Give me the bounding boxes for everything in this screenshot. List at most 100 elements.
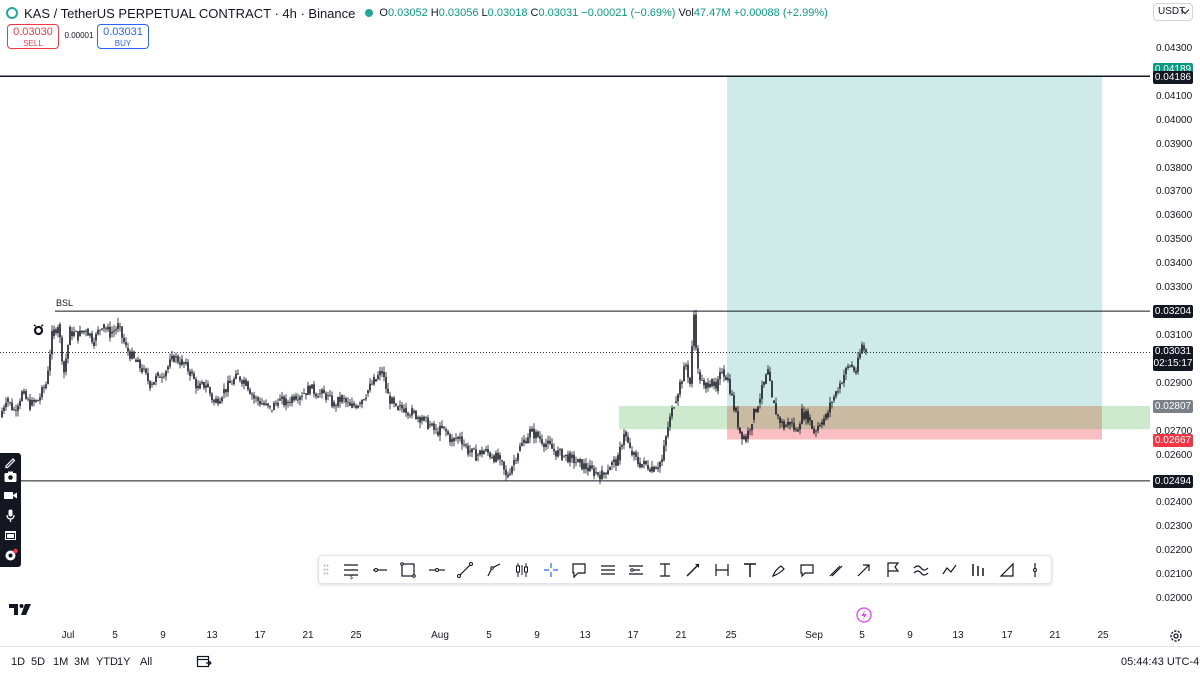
chart-settings-icon[interactable] (1169, 629, 1183, 643)
comment-icon[interactable] (797, 560, 817, 580)
range-button-all[interactable]: All (140, 656, 153, 668)
candle-body (349, 402, 351, 406)
range-button-1y[interactable]: 1Y (117, 656, 131, 668)
candle-body (705, 382, 707, 389)
candle-body (375, 379, 377, 382)
settings-gear-icon[interactable] (3, 548, 18, 563)
pencil-icon[interactable] (3, 455, 18, 470)
arrow-up-right-icon[interactable] (854, 560, 874, 580)
candle-body (305, 393, 307, 395)
symbol-legend[interactable]: KAS / TetherUS PERPETUAL CONTRACT · 4h ·… (6, 4, 828, 22)
regression-icon[interactable] (626, 560, 646, 580)
candle-body (607, 470, 609, 475)
time-tick-label: 13 (206, 630, 218, 641)
text-tool-icon[interactable] (740, 560, 760, 580)
candle-body (821, 422, 823, 425)
candle-body (511, 466, 513, 474)
alarm-icon[interactable] (32, 323, 45, 336)
low-value: 0.03018 (487, 7, 528, 19)
wave-lines-icon[interactable] (911, 560, 931, 580)
price-tick-label: 0.02700 (1156, 425, 1193, 437)
buy-button[interactable]: 0.03031 BUY (97, 24, 149, 49)
highlighter-icon[interactable] (826, 560, 846, 580)
bars-pattern-icon[interactable] (968, 560, 988, 580)
price-range-icon[interactable] (655, 560, 675, 580)
candle-body (655, 467, 657, 470)
candle-body (661, 459, 663, 462)
fib-tool-icon[interactable]: $ (341, 560, 361, 580)
candles-pattern-icon[interactable] (512, 560, 532, 580)
range-button-3m[interactable]: 3M (74, 656, 90, 668)
candle-body (233, 378, 235, 385)
candle-body (585, 463, 587, 470)
utc-clock[interactable]: 05:44:43 UTC-4 (1121, 656, 1200, 668)
close-value: 0.03031 (538, 7, 579, 19)
candle-body (791, 422, 793, 424)
candle-body (151, 383, 153, 385)
parallel-channel-icon[interactable] (598, 560, 618, 580)
range-button-1m[interactable]: 1M (53, 656, 69, 668)
drag-handle-icon[interactable] (323, 564, 329, 576)
callout-icon[interactable] (569, 560, 589, 580)
candle-body (671, 408, 673, 417)
range-button-ytd[interactable]: YTD (96, 656, 118, 668)
range-button-1d[interactable]: 1D (11, 656, 26, 668)
currency-select[interactable]: USDT (1153, 3, 1193, 21)
candle-body (111, 331, 113, 334)
candle-body (371, 383, 373, 385)
crosshair-icon[interactable] (541, 560, 561, 580)
candle-body (769, 371, 771, 382)
price-tick-label: 0.03700 (1156, 186, 1193, 198)
candle-body (95, 333, 97, 341)
window-icon[interactable] (3, 528, 18, 543)
rectangle-icon[interactable] (398, 560, 418, 580)
candle-body (435, 428, 437, 430)
trend-line-icon[interactable] (455, 560, 475, 580)
horizontal-line-icon[interactable] (427, 560, 447, 580)
candle-body (217, 398, 219, 404)
candle-body (473, 448, 475, 450)
candle-body (467, 445, 469, 455)
path-icon[interactable] (484, 560, 504, 580)
candle-body (429, 424, 431, 426)
microphone-icon[interactable] (3, 508, 18, 523)
brush-icon[interactable] (769, 560, 789, 580)
date-range-icon[interactable] (712, 560, 732, 580)
symbol-title[interactable]: KAS / TetherUS PERPETUAL CONTRACT · 4h ·… (24, 5, 356, 21)
candle-body (197, 385, 199, 389)
candle-body (425, 416, 427, 418)
candle-body (663, 445, 665, 461)
candle-body (829, 402, 831, 413)
candle-body (617, 455, 619, 466)
candle-body (39, 397, 41, 401)
flag-icon[interactable] (883, 560, 903, 580)
candle-body (293, 396, 295, 401)
candle-body (653, 466, 655, 472)
candle-body (347, 402, 349, 404)
date-range-calendar-icon[interactable] (196, 654, 212, 668)
video-icon[interactable] (3, 488, 18, 503)
camera-icon[interactable] (3, 469, 18, 484)
triangle-pattern-icon[interactable] (997, 560, 1017, 580)
candle-body (357, 405, 359, 408)
candle-body (709, 383, 711, 388)
horizontal-ray-icon[interactable] (370, 560, 390, 580)
candle-body (385, 377, 387, 389)
arrow-marker-icon[interactable] (683, 560, 703, 580)
candle-body (255, 397, 257, 399)
candle-body (485, 449, 487, 451)
candle-body (343, 398, 345, 399)
candle-body (51, 330, 53, 355)
price-tick-label: 0.03600 (1156, 210, 1193, 222)
zigzag-icon[interactable] (940, 560, 960, 580)
candle-body (235, 373, 237, 379)
tradingview-logo-icon[interactable] (9, 602, 33, 616)
vertical-line-icon[interactable] (1025, 560, 1045, 580)
sell-button[interactable]: 0.03030 SELL (7, 24, 59, 49)
lightning-event-icon[interactable] (856, 607, 872, 623)
spread-value: 0.00001 (64, 31, 94, 40)
range-button-5d[interactable]: 5D (31, 656, 46, 668)
candle-body (185, 362, 187, 364)
candle-body (749, 430, 751, 432)
